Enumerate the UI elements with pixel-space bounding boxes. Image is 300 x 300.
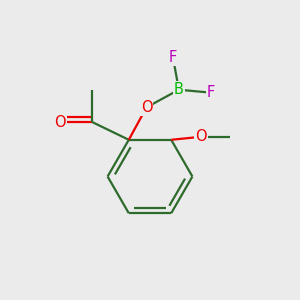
Text: O: O xyxy=(195,129,206,144)
Text: O: O xyxy=(54,115,66,130)
Text: O: O xyxy=(141,100,152,115)
Text: B: B xyxy=(174,82,184,97)
Text: F: F xyxy=(169,50,177,65)
Text: F: F xyxy=(207,85,215,100)
